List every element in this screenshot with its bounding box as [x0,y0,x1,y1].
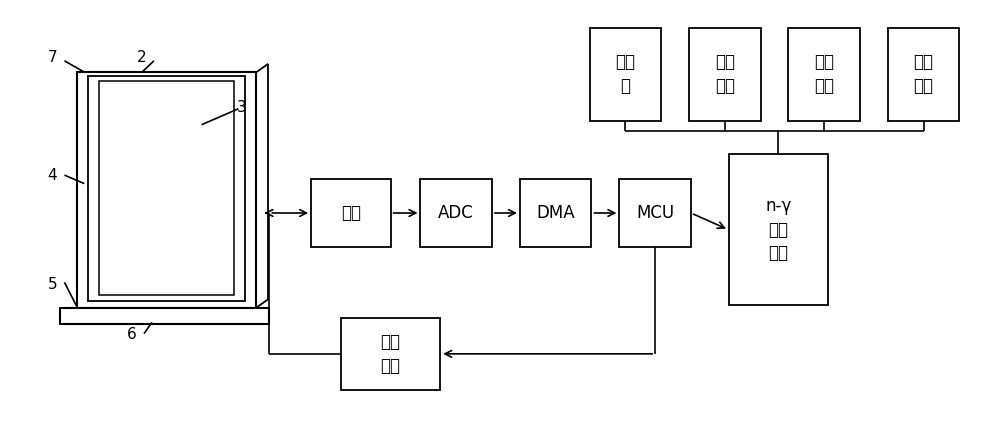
Text: ADC: ADC [438,204,474,222]
Bar [311,179,391,247]
Bar [77,72,256,308]
Bar [788,28,860,121]
Bar [888,28,959,121]
Text: MCU: MCU [636,204,674,222]
Text: n-γ
甄别
算法: n-γ 甄别 算法 [765,197,792,262]
Bar [420,179,492,247]
Bar [689,28,761,121]
Bar [341,318,440,390]
Bar [520,179,591,247]
Text: 7: 7 [48,50,57,65]
Text: 升压
电路: 升压 电路 [381,333,401,374]
Text: 5: 5 [48,277,57,292]
Bar [99,81,234,295]
Text: 上位
机: 上位 机 [615,53,635,95]
Text: 4: 4 [48,168,57,183]
Bar [60,308,269,325]
Bar [590,28,661,121]
Bar [619,179,691,247]
Bar [88,76,245,301]
Text: DMA: DMA [536,204,575,222]
Text: 能谱
显示: 能谱 显示 [715,53,735,95]
Text: 运放: 运放 [341,204,361,222]
Text: 数据
上传: 数据 上传 [914,53,934,95]
Text: 剂量
报警: 剂量 报警 [814,53,834,95]
Bar [729,154,828,305]
Text: 6: 6 [127,328,137,343]
Text: 3: 3 [237,101,246,115]
Text: 2: 2 [137,50,147,65]
